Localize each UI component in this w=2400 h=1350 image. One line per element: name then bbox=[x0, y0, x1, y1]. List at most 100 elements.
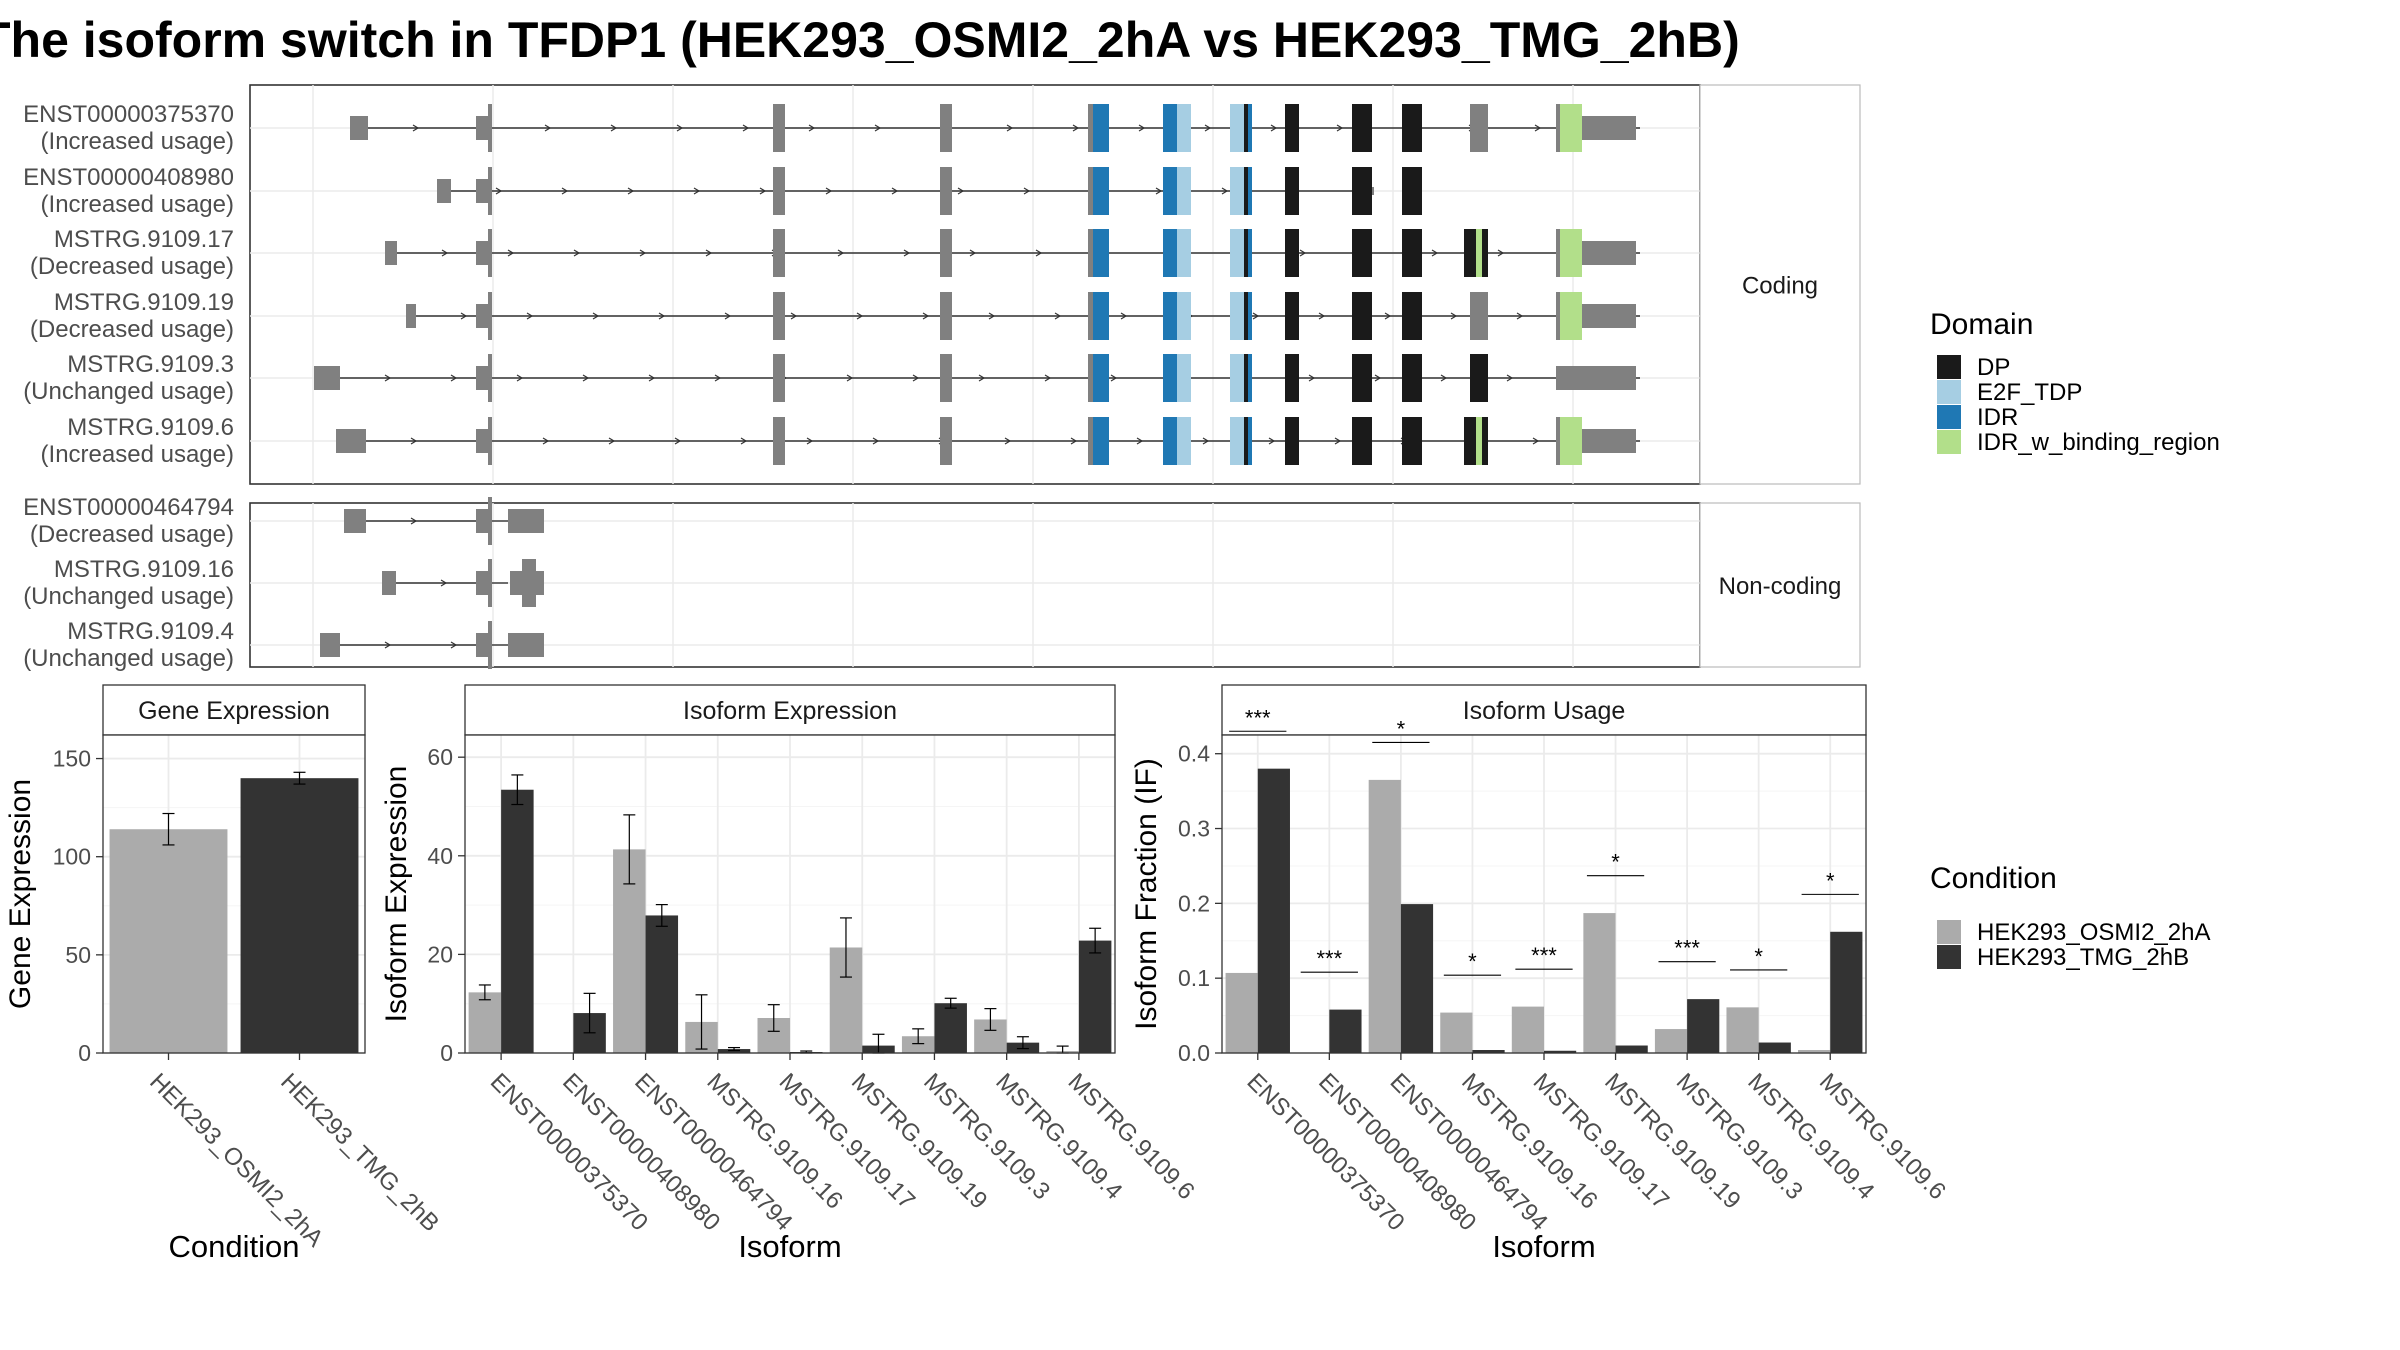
utr-exon bbox=[1582, 304, 1636, 328]
intron-arrow bbox=[384, 374, 392, 382]
intron-arrow bbox=[1138, 124, 1146, 132]
intron-arrow bbox=[891, 187, 899, 195]
domain-block bbox=[1244, 104, 1248, 152]
domain-block bbox=[1402, 104, 1422, 152]
intron-arrow bbox=[1532, 437, 1540, 445]
domain-block bbox=[1163, 417, 1177, 465]
bar-series0 bbox=[1726, 1007, 1759, 1053]
legend-label: E2F_TDP bbox=[1977, 379, 2082, 406]
transcript-usage-label: (Unchanged usage) bbox=[23, 583, 234, 610]
domain-block bbox=[1163, 104, 1177, 152]
intron-arrow bbox=[808, 124, 816, 132]
exon bbox=[773, 104, 785, 152]
domain-block bbox=[1177, 354, 1191, 402]
exon bbox=[1088, 167, 1093, 215]
domain-block bbox=[1177, 167, 1191, 215]
facet-strip-0 bbox=[1699, 84, 1861, 485]
legend-label: HEK293_TMG_2hB bbox=[1977, 944, 2189, 971]
domain-block bbox=[1230, 417, 1244, 465]
intron-arrow bbox=[507, 249, 515, 257]
intron-arrow bbox=[1431, 249, 1439, 257]
intron-arrow bbox=[582, 374, 590, 382]
y-tick-label: 60 bbox=[427, 744, 453, 770]
transcript-usage-label: (Unchanged usage) bbox=[23, 378, 234, 405]
x-tick-label: MSTRG.9109.3 bbox=[918, 1068, 1055, 1205]
transcript-id-label: MSTRG.9109.6 bbox=[67, 414, 234, 441]
intron-arrow bbox=[440, 579, 448, 587]
domain-block bbox=[1402, 354, 1422, 402]
y-tick-label: 0.1 bbox=[1178, 965, 1210, 991]
x-tick-label: MSTRG.9109.4 bbox=[990, 1068, 1127, 1205]
domain-block bbox=[1230, 229, 1244, 277]
domain-block bbox=[1352, 229, 1372, 277]
utr-exon bbox=[320, 633, 340, 657]
exon bbox=[1088, 292, 1093, 340]
y-axis-title: Isoform Expression bbox=[380, 766, 413, 1023]
exon bbox=[508, 633, 544, 657]
panel-strip bbox=[1221, 684, 1867, 736]
intron-arrow bbox=[648, 374, 656, 382]
domain-block bbox=[1352, 417, 1372, 465]
exon bbox=[488, 167, 492, 215]
intron-arrow bbox=[1202, 437, 1210, 445]
domain-block bbox=[1093, 292, 1109, 340]
facet-strip-label: Non-coding bbox=[1719, 573, 1842, 600]
exon bbox=[488, 559, 492, 607]
domain-block bbox=[1285, 167, 1297, 215]
significance-label: * bbox=[1754, 944, 1763, 969]
exon bbox=[1556, 104, 1560, 152]
intron-arrow bbox=[1252, 312, 1260, 320]
exon bbox=[940, 104, 952, 152]
domain-block bbox=[1163, 292, 1177, 340]
bar-series1 bbox=[1615, 1045, 1648, 1053]
bar-series0 bbox=[1440, 1012, 1473, 1053]
intron-arrow bbox=[592, 312, 600, 320]
intron-arrow bbox=[1070, 437, 1078, 445]
intron-arrow bbox=[705, 249, 713, 257]
exon bbox=[940, 417, 952, 465]
exon bbox=[488, 621, 492, 669]
intron-arrow bbox=[1004, 437, 1012, 445]
intron-arrow bbox=[903, 249, 911, 257]
exon bbox=[1088, 104, 1093, 152]
intron-arrow bbox=[759, 187, 767, 195]
y-tick-label: 0 bbox=[440, 1040, 453, 1066]
exon bbox=[476, 633, 490, 657]
intron-arrow bbox=[460, 312, 468, 320]
intron-arrow bbox=[988, 312, 996, 320]
significance-label: * bbox=[1826, 868, 1835, 893]
intron-arrow bbox=[676, 124, 684, 132]
domain-block bbox=[1476, 417, 1482, 465]
domain-block bbox=[1244, 354, 1248, 402]
exon bbox=[476, 179, 490, 203]
domain-block bbox=[1177, 104, 1191, 152]
legend-key-condition bbox=[1937, 920, 1961, 944]
exon bbox=[1088, 354, 1093, 402]
intron-arrow bbox=[1221, 187, 1229, 195]
x-tick-label: MSTRG.9109.17 bbox=[774, 1068, 920, 1214]
domain-block bbox=[1163, 167, 1177, 215]
utr-exon bbox=[336, 429, 366, 453]
bar-series1 bbox=[1830, 931, 1863, 1053]
domain-block bbox=[1476, 229, 1482, 277]
exon bbox=[476, 116, 490, 140]
intron-arrow bbox=[724, 312, 732, 320]
y-tick-label: 0.0 bbox=[1178, 1040, 1210, 1066]
x-tick-label: MSTRG.9109.4 bbox=[1742, 1068, 1879, 1205]
domain-block bbox=[1248, 229, 1252, 277]
panel-title: Gene Expression bbox=[138, 697, 330, 725]
x-axis-title: Isoform bbox=[738, 1229, 841, 1264]
intron-arrow bbox=[1497, 249, 1505, 257]
domain-block bbox=[1402, 229, 1422, 277]
domain-block bbox=[1402, 292, 1422, 340]
domain-block bbox=[1248, 104, 1252, 152]
intron-arrow bbox=[1023, 187, 1031, 195]
y-axis-title: Gene Expression bbox=[4, 779, 37, 1009]
bar-series1 bbox=[501, 789, 534, 1053]
exon bbox=[488, 417, 492, 465]
intron-arrow bbox=[1450, 312, 1458, 320]
bar-series0 bbox=[1368, 779, 1401, 1053]
intron-arrow bbox=[1072, 124, 1080, 132]
intron-arrow bbox=[872, 437, 880, 445]
